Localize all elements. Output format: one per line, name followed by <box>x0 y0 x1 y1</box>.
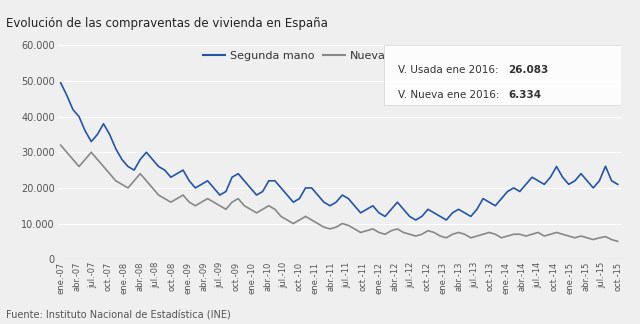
Text: V. Usada ene 2016:: V. Usada ene 2016: <box>398 64 502 75</box>
Text: Evolución de las compraventas de vivienda en España: Evolución de las compraventas de viviend… <box>6 17 328 30</box>
Text: Fuente: Instituto Nacional de Estadística (INE): Fuente: Instituto Nacional de Estadístic… <box>6 311 231 321</box>
Text: 6.334: 6.334 <box>508 90 541 100</box>
Text: V. Nueva ene 2016:: V. Nueva ene 2016: <box>398 90 503 100</box>
Text: 26.083: 26.083 <box>508 64 548 75</box>
Legend: Segunda mano, Nueva: Segunda mano, Nueva <box>198 47 390 65</box>
FancyBboxPatch shape <box>384 45 627 105</box>
